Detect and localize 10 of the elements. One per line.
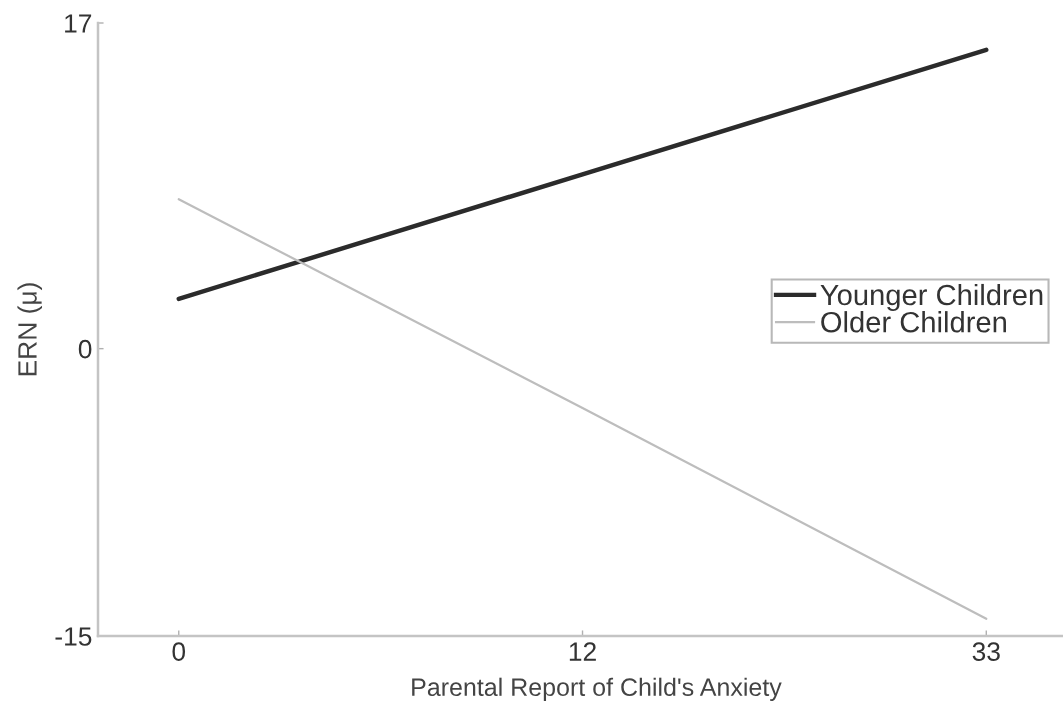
y-tick-label: 17 <box>65 14 92 33</box>
y-tick-label: 0 <box>78 339 92 359</box>
x-tick-label: 33 <box>972 642 1000 661</box>
legend-label: Younger Children <box>820 283 1043 312</box>
x-axis-title: Parental Report of Child's Anxiety <box>412 677 782 701</box>
x-tick-label: 0 <box>172 642 186 661</box>
y-tick-label: -15 <box>55 627 92 646</box>
y-axis-title: ERN (μ) <box>17 283 43 376</box>
legend-label: Older Children <box>821 311 1006 333</box>
x-tick-label: 12 <box>569 642 596 661</box>
